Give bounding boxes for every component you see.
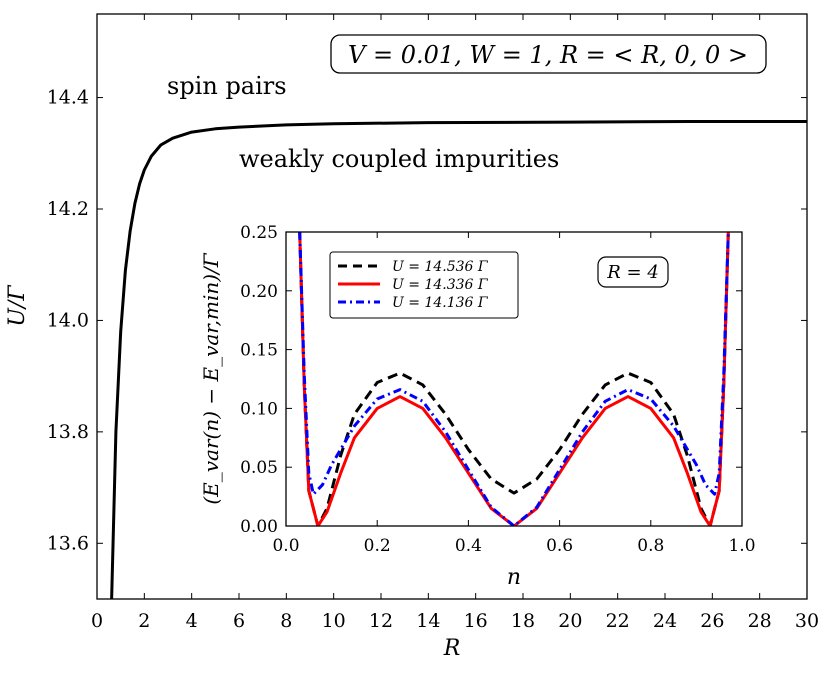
x-tick-label: 6 <box>233 610 245 632</box>
params-box <box>330 34 767 74</box>
x-tick-label: 0.8 <box>637 536 664 556</box>
x-tick-label: 16 <box>464 610 488 632</box>
main-x-ticks: 0 2 4 6 8 10 12 14 16 18 20 22 24 26 28 30 <box>91 14 819 632</box>
series-line-u-14-536- <box>298 232 730 526</box>
inset-y-ticks: 0.00 0.05 0.10 0.15 0.20 0.25 <box>240 223 742 537</box>
inset-y-axis-label: (E_var(n) − E_var,min)/Γ <box>199 252 223 504</box>
x-tick-label: 0.4 <box>455 536 482 556</box>
y-tick-label: 0.00 <box>240 517 278 537</box>
legend-label-u-14-536: U = 14.536 Γ <box>392 259 489 275</box>
y-tick-label: 14.2 <box>47 198 89 220</box>
series-line-phase-boundary <box>110 120 807 599</box>
inset-plot-frame <box>285 231 743 527</box>
main-axes: 0 2 4 6 8 10 12 14 16 18 20 22 24 26 28 30 13.613.814.0… <box>5 13 819 661</box>
y-tick-label: 0.25 <box>240 223 278 243</box>
main-y-axis-label: U/Γ <box>5 285 30 327</box>
legend-label-u-14-136: U = 14.136 Γ <box>392 295 489 311</box>
x-tick-label: 0.0 <box>272 536 299 556</box>
x-tick-label: 0 <box>91 610 103 632</box>
series-line-u-14-336- <box>298 232 730 526</box>
y-tick-label: 14.0 <box>47 309 89 331</box>
x-tick-label: 4 <box>186 610 198 632</box>
main-plot-frame <box>96 13 808 600</box>
y-tick-label: 13.6 <box>47 532 89 554</box>
inset-series <box>298 232 730 526</box>
series-line-u-14-136- <box>298 232 730 526</box>
inset-axes: 0.0 0.2 0.4 0.6 0.8 1.0 0.000.050.100.150.200… <box>199 223 756 590</box>
params-box-text: V = 0.01, W = 1, R = < R, 0, 0 > <box>348 41 748 69</box>
main-x-axis-label: R <box>443 636 461 661</box>
x-tick-label: 0.6 <box>546 536 573 556</box>
x-tick-label: 18 <box>511 610 535 632</box>
x-tick-label: 2 <box>138 610 150 632</box>
y-tick-label: 14.4 <box>47 87 89 109</box>
inset-r-box <box>597 256 669 288</box>
inset-r-annotation: R = 4 <box>606 262 659 283</box>
x-tick-label: 26 <box>700 610 724 632</box>
legend-entry-u-14-336: U = 14.336 Γ <box>338 277 489 293</box>
main-series <box>110 120 807 599</box>
y-tick-label: 0.05 <box>240 458 278 478</box>
x-tick-label: 28 <box>748 610 772 632</box>
x-tick-label: 14 <box>416 610 440 632</box>
x-tick-label: 24 <box>653 610 677 632</box>
y-tick-label: 0.10 <box>240 399 278 419</box>
legend-label-u-14-336: U = 14.336 Γ <box>392 277 489 293</box>
annotation-weakly-coupled-impurities: weakly coupled impurities <box>239 145 559 173</box>
legend-entry-u-14-136: U = 14.136 Γ <box>338 295 489 311</box>
x-tick-label: 0.2 <box>364 536 391 556</box>
main-y-ticks: 13.6 13.8 14.0 14.2 14.4 <box>47 87 807 554</box>
x-tick-label: 8 <box>280 610 292 632</box>
x-tick-label: 22 <box>606 610 630 632</box>
x-tick-label: 12 <box>369 610 393 632</box>
x-tick-label: 10 <box>322 610 346 632</box>
x-tick-label: 20 <box>558 610 582 632</box>
x-tick-label: 1.0 <box>728 536 755 556</box>
annotation-spin-pairs: spin pairs <box>167 72 287 100</box>
y-tick-label: 0.15 <box>240 341 278 361</box>
y-tick-label: 13.8 <box>47 421 89 443</box>
x-tick-label: 30 <box>795 610 819 632</box>
y-tick-label: 0.20 <box>240 282 278 302</box>
legend-entry-u-14-536: U = 14.536 Γ <box>338 259 489 275</box>
inset-x-axis-label: n <box>507 565 521 590</box>
